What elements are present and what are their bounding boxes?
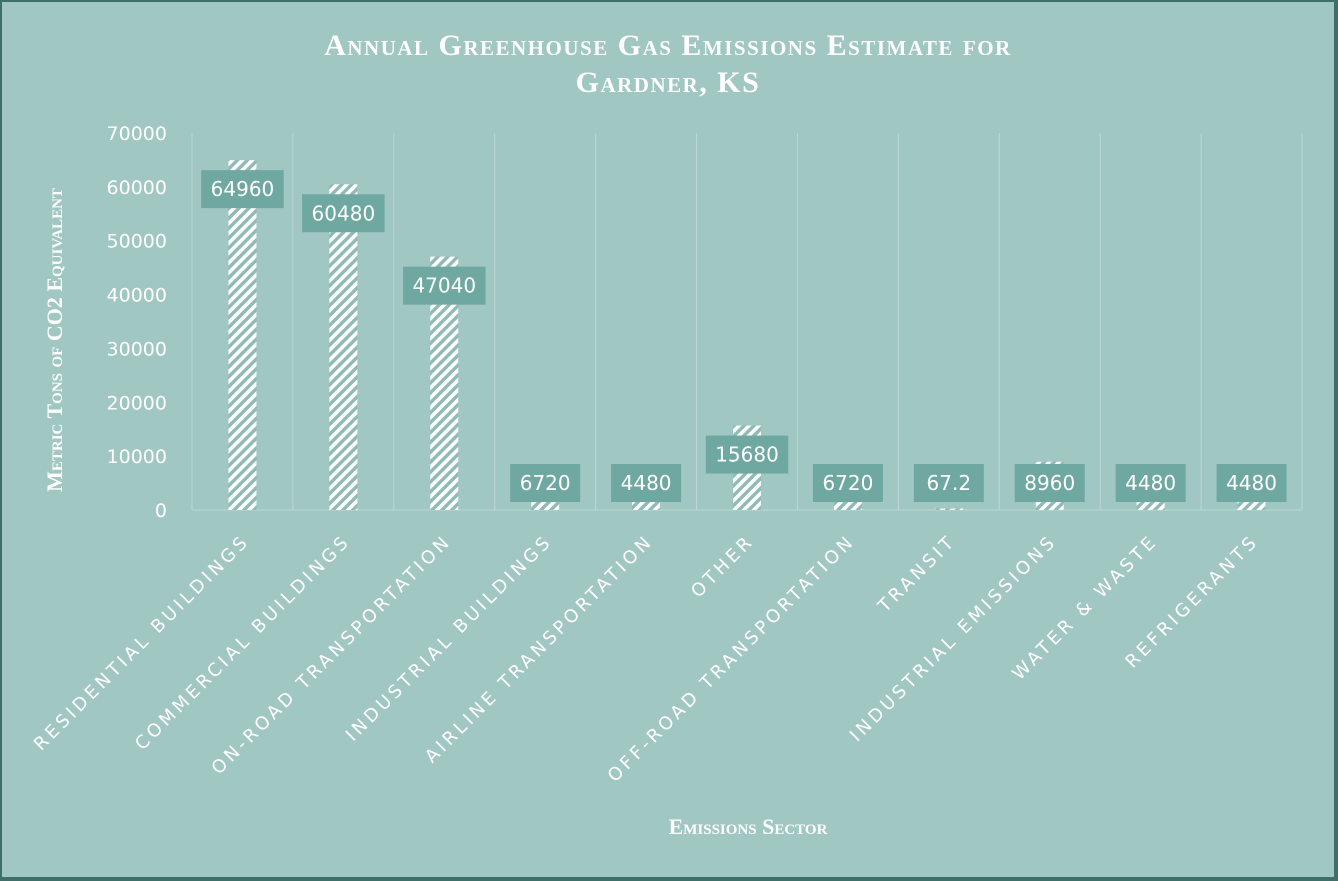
data-label-box — [201, 170, 284, 209]
y-tick-label: 60000 — [107, 177, 167, 199]
chart-title-line-1: Annual Greenhouse Gas Emissions Estimate… — [324, 29, 1012, 62]
bar-1 — [329, 184, 358, 510]
x-axis-ticks: Residential BuildingsCommercial Building… — [30, 531, 1263, 787]
data-label-box — [1115, 464, 1186, 502]
data-label: 64960 — [211, 177, 275, 201]
data-label-box — [1014, 464, 1085, 502]
data-label-box — [510, 464, 581, 502]
y-tick-label: 0 — [155, 500, 167, 522]
x-tick-label: Industrial Buildings — [342, 531, 557, 746]
x-tick-label: Residential Buildings — [30, 531, 254, 755]
data-labels: 64960 60480 47040 6720 4480 15680 6720 67.2 8960… — [201, 170, 1287, 502]
x-tick-label: Transit — [874, 531, 961, 618]
data-label: 4480 — [1125, 471, 1176, 495]
data-label: 60480 — [312, 201, 376, 225]
data-label-box — [403, 266, 486, 305]
x-tick-label: Airline Transportation — [421, 531, 658, 768]
y-tick-label: 40000 — [107, 285, 167, 307]
data-label-box — [1216, 464, 1287, 502]
x-tick-label: Industrial Emissions — [846, 531, 1061, 746]
bar-0 — [228, 160, 257, 511]
y-tick-label: 70000 — [107, 123, 167, 145]
x-tick-label: Commercial Buildings — [131, 531, 355, 755]
data-label: 6720 — [822, 471, 873, 495]
x-axis-title: Emissions Sector — [669, 814, 828, 839]
data-label: 15680 — [715, 443, 779, 467]
y-tick-label: 10000 — [107, 446, 167, 468]
data-label-box — [812, 464, 883, 502]
data-label: 4480 — [621, 471, 672, 495]
data-label-box — [611, 464, 682, 502]
chart-title-line-2: Gardner, KS — [576, 66, 761, 99]
data-label-box — [913, 464, 984, 502]
data-label: 6720 — [520, 471, 571, 495]
y-tick-label: 50000 — [107, 231, 167, 253]
data-label-box — [705, 435, 789, 474]
y-tick-label: 30000 — [107, 338, 167, 360]
data-label: 4480 — [1226, 471, 1277, 495]
y-tick-label: 20000 — [107, 392, 167, 414]
y-axis-title: Metric Tons of CO2 Equivalent — [42, 188, 67, 492]
data-label: 67.2 — [927, 471, 972, 495]
x-tick-label: Other — [687, 531, 758, 602]
bar-7 — [934, 508, 963, 510]
data-label: 8960 — [1024, 471, 1075, 495]
y-axis-ticks: 0 10000 20000 30000 40000 50000 60000 70000 — [107, 123, 167, 522]
data-label-box — [302, 194, 385, 233]
data-label: 47040 — [412, 274, 476, 298]
